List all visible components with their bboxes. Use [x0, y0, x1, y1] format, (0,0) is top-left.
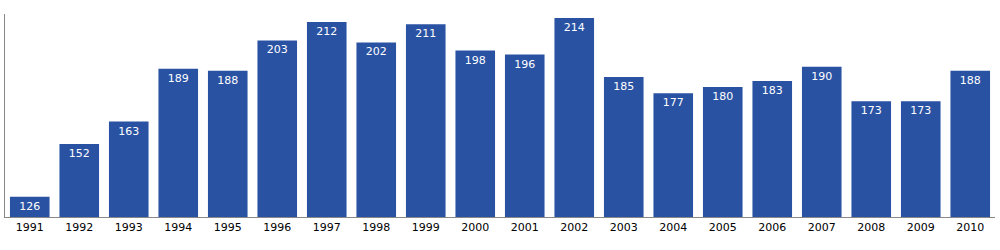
svg-text:190: 190 — [811, 70, 832, 83]
svg-text:163: 163 — [118, 125, 139, 138]
svg-text:126: 126 — [19, 200, 40, 213]
svg-text:173: 173 — [910, 104, 931, 117]
svg-text:211: 211 — [415, 27, 436, 40]
svg-text:1991: 1991 — [16, 221, 44, 234]
svg-text:152: 152 — [69, 147, 90, 160]
svg-text:1995: 1995 — [214, 221, 242, 234]
svg-text:2004: 2004 — [659, 221, 687, 234]
svg-text:2001: 2001 — [511, 221, 539, 234]
svg-text:1999: 1999 — [412, 221, 440, 234]
svg-text:1998: 1998 — [362, 221, 390, 234]
svg-text:2002: 2002 — [560, 221, 588, 234]
svg-text:212: 212 — [316, 25, 337, 38]
svg-text:2003: 2003 — [610, 221, 638, 234]
svg-text:203: 203 — [267, 43, 288, 56]
svg-text:189: 189 — [168, 72, 189, 85]
svg-text:1994: 1994 — [164, 221, 192, 234]
svg-text:2000: 2000 — [461, 221, 489, 234]
svg-text:2006: 2006 — [758, 221, 786, 234]
svg-text:1997: 1997 — [313, 221, 341, 234]
svg-text:196: 196 — [514, 58, 535, 71]
svg-text:2005: 2005 — [709, 221, 737, 234]
svg-text:214: 214 — [564, 21, 585, 34]
svg-text:177: 177 — [663, 96, 684, 109]
svg-text:173: 173 — [861, 104, 882, 117]
svg-text:1996: 1996 — [263, 221, 291, 234]
svg-text:1992: 1992 — [65, 221, 93, 234]
svg-text:1993: 1993 — [115, 221, 143, 234]
svg-text:185: 185 — [613, 80, 634, 93]
svg-text:2008: 2008 — [857, 221, 885, 234]
svg-text:198: 198 — [465, 54, 486, 67]
svg-text:188: 188 — [960, 74, 981, 87]
svg-text:180: 180 — [712, 90, 733, 103]
svg-text:188: 188 — [217, 74, 238, 87]
svg-text:2007: 2007 — [808, 221, 836, 234]
svg-text:202: 202 — [366, 45, 387, 58]
svg-text:2010: 2010 — [956, 221, 984, 234]
svg-text:183: 183 — [762, 84, 783, 97]
svg-text:2009: 2009 — [907, 221, 935, 234]
